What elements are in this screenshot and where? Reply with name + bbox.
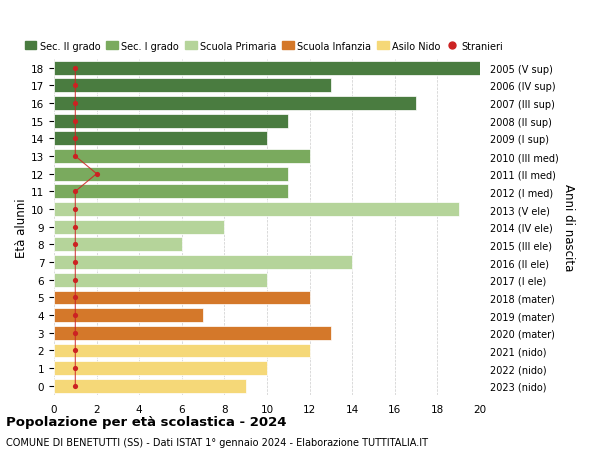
Point — [71, 83, 80, 90]
Point — [71, 188, 80, 196]
Bar — [54, 150, 310, 163]
Bar — [54, 291, 310, 305]
Bar — [54, 79, 331, 93]
Bar — [54, 361, 267, 375]
Point — [71, 330, 80, 337]
Bar — [54, 185, 289, 199]
Bar — [54, 168, 289, 181]
Bar — [54, 238, 182, 252]
Bar — [54, 308, 203, 322]
Text: Popolazione per età scolastica - 2024: Popolazione per età scolastica - 2024 — [6, 415, 287, 428]
Point — [71, 294, 80, 302]
Point — [71, 206, 80, 213]
Point — [71, 118, 80, 125]
Bar — [54, 256, 352, 269]
Point — [71, 382, 80, 390]
Bar — [54, 132, 267, 146]
Y-axis label: Anni di nascita: Anni di nascita — [562, 184, 575, 271]
Point — [71, 135, 80, 143]
Bar — [54, 273, 267, 287]
Point — [71, 153, 80, 160]
Point — [71, 241, 80, 248]
Bar — [54, 97, 416, 111]
Bar — [54, 62, 480, 75]
Bar — [54, 220, 224, 234]
Point — [71, 312, 80, 319]
Point — [71, 65, 80, 72]
Legend: Sec. II grado, Sec. I grado, Scuola Primaria, Scuola Infanzia, Asilo Nido, Stran: Sec. II grado, Sec. I grado, Scuola Prim… — [25, 41, 503, 51]
Point — [71, 224, 80, 231]
Point — [71, 259, 80, 266]
Bar — [54, 326, 331, 340]
Point — [71, 347, 80, 354]
Y-axis label: Età alunni: Età alunni — [15, 197, 28, 257]
Point — [71, 276, 80, 284]
Point — [92, 171, 101, 178]
Bar — [54, 344, 310, 358]
Bar — [54, 203, 459, 217]
Bar — [54, 379, 246, 393]
Point — [71, 100, 80, 107]
Point — [71, 364, 80, 372]
Bar — [54, 114, 289, 128]
Text: COMUNE DI BENETUTTI (SS) - Dati ISTAT 1° gennaio 2024 - Elaborazione TUTTITALIA.: COMUNE DI BENETUTTI (SS) - Dati ISTAT 1°… — [6, 437, 428, 447]
